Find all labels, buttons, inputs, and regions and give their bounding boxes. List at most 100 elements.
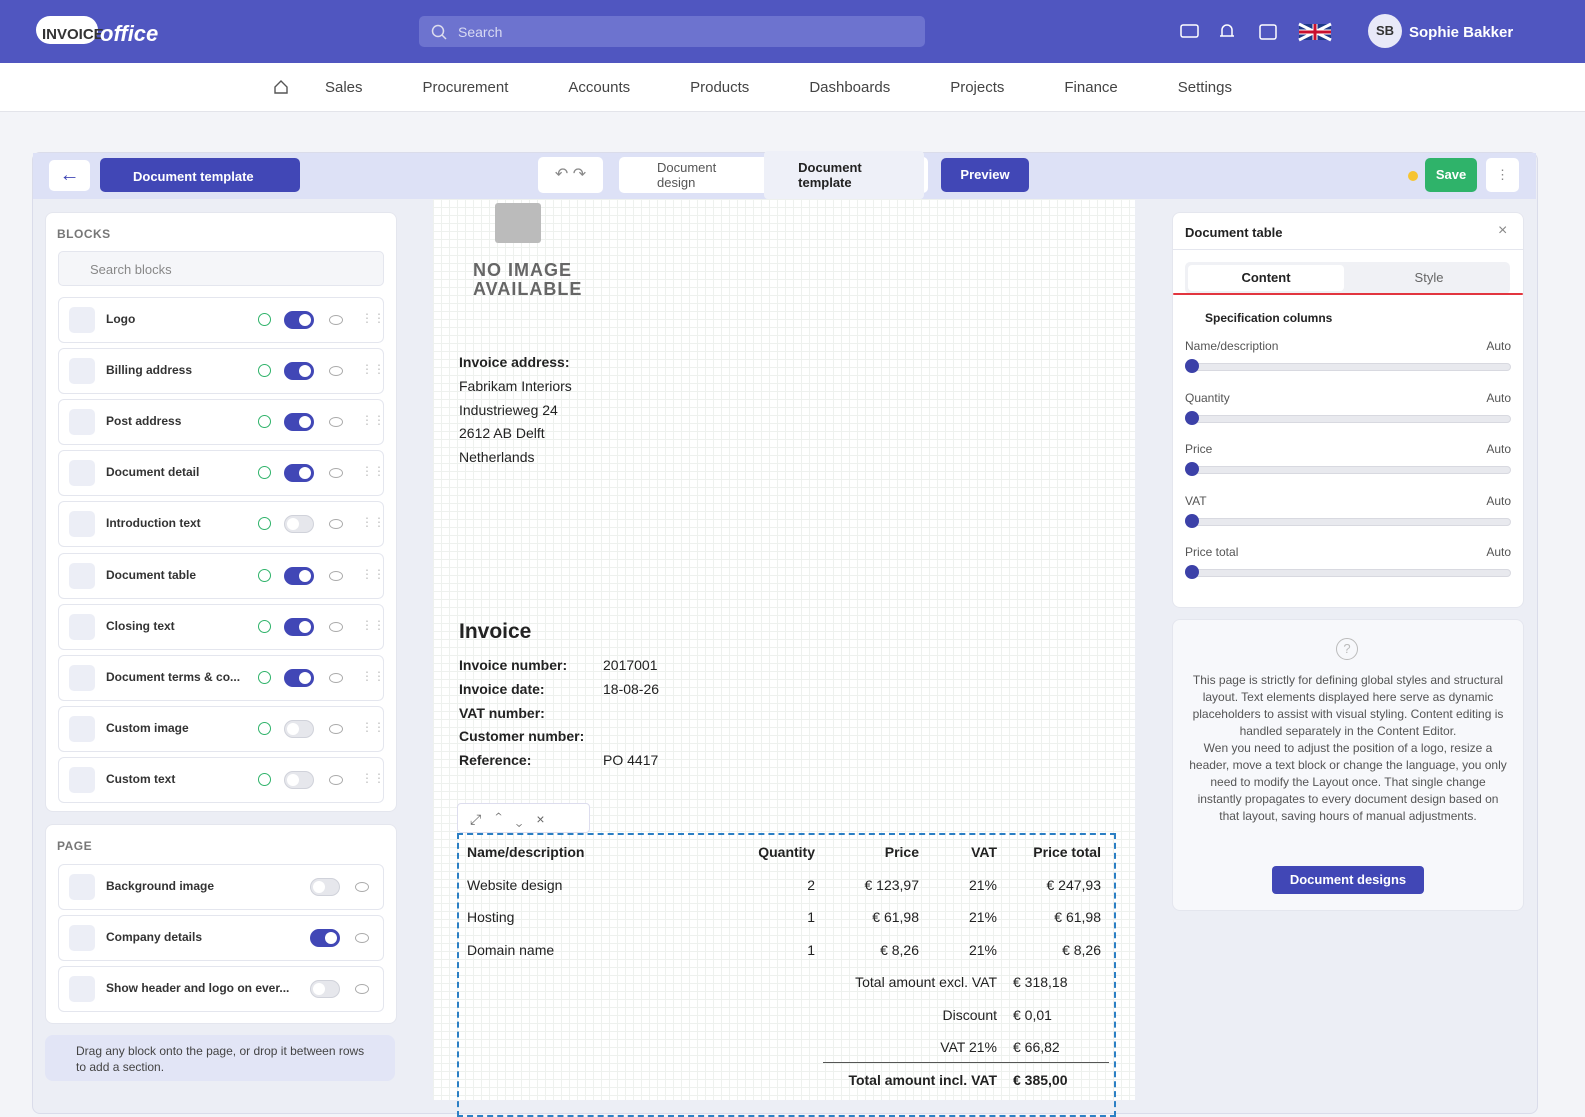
slider-track[interactable] bbox=[1187, 466, 1511, 474]
drag-handle: ⋮⋮ bbox=[361, 566, 385, 581]
tab-active[interactable]: Content bbox=[1188, 265, 1344, 291]
block-item[interactable]: Document terms & co... ⋮⋮ bbox=[58, 654, 385, 701]
toggle[interactable] bbox=[284, 770, 314, 789]
tab[interactable]: Style bbox=[1414, 270, 1444, 285]
eye-icon[interactable] bbox=[329, 621, 343, 632]
column-value: Auto bbox=[1486, 493, 1511, 508]
slider-thumb[interactable] bbox=[1185, 513, 1199, 528]
toggle[interactable] bbox=[284, 311, 314, 329]
slider-track[interactable] bbox=[1187, 569, 1511, 577]
help-text: This page is strictly for defining globa… bbox=[1187, 672, 1509, 825]
toggle[interactable] bbox=[310, 980, 340, 998]
view-tabs: Document design Document template bbox=[619, 151, 928, 199]
slider-track[interactable] bbox=[1187, 517, 1511, 526]
address-line: Netherlands bbox=[459, 449, 535, 466]
toggle[interactable] bbox=[310, 878, 340, 896]
eye-icon[interactable] bbox=[329, 672, 343, 683]
toggle[interactable] bbox=[284, 515, 314, 534]
table-cell: € 247,93 bbox=[1046, 877, 1102, 893]
more-button[interactable]: ⋮ bbox=[1486, 158, 1519, 192]
block-item[interactable]: Post address ⋮⋮ bbox=[58, 399, 385, 446]
block-icon bbox=[69, 925, 95, 951]
nav-item[interactable]: Settings bbox=[1177, 79, 1232, 96]
table-header: Name/description bbox=[467, 844, 585, 860]
eye-icon[interactable] bbox=[329, 570, 343, 581]
block-label: Post address bbox=[106, 414, 182, 429]
table-header: Price bbox=[884, 844, 919, 860]
block-item[interactable]: Show header and logo on ever... bbox=[58, 966, 384, 1012]
designs-button[interactable]: Document designs bbox=[1272, 866, 1424, 894]
eye-icon[interactable] bbox=[329, 366, 343, 377]
slider-track[interactable] bbox=[1187, 363, 1511, 371]
nav-item[interactable]: Projects bbox=[950, 79, 1005, 96]
eye-icon[interactable] bbox=[329, 774, 343, 785]
view-tab[interactable]: Document template bbox=[764, 151, 924, 199]
eye-icon[interactable] bbox=[329, 468, 343, 479]
undo-redo[interactable]: ↶ ↷ bbox=[538, 157, 603, 193]
search-box[interactable]: Search bbox=[419, 16, 925, 47]
block-label: Logo bbox=[106, 312, 136, 326]
eye-icon[interactable] bbox=[329, 417, 343, 428]
eye-icon[interactable] bbox=[355, 882, 369, 892]
column-name: Quantity bbox=[1185, 390, 1230, 405]
template-button[interactable]: Document template bbox=[100, 158, 300, 192]
block-icon bbox=[69, 715, 95, 742]
user-name[interactable]: Sophie Bakker bbox=[1409, 24, 1514, 41]
block-search[interactable]: Search blocks bbox=[58, 251, 384, 286]
block-item[interactable]: Document table ⋮⋮ bbox=[58, 552, 385, 599]
nav-menu: Sales Procurement Accounts Products Dashboar… bbox=[307, 79, 1274, 96]
toggle[interactable] bbox=[284, 668, 314, 687]
toggle[interactable] bbox=[284, 413, 314, 432]
preview-button[interactable]: Preview bbox=[941, 158, 1029, 192]
block-item[interactable]: Logo ⋮⋮ bbox=[58, 297, 385, 343]
eye-icon[interactable] bbox=[355, 933, 369, 943]
slider-thumb[interactable] bbox=[1185, 359, 1199, 373]
block-item[interactable]: Company details bbox=[58, 915, 384, 961]
view-tab[interactable]: Document design bbox=[657, 160, 717, 190]
block-item[interactable]: Document detail ⋮⋮ bbox=[58, 450, 385, 497]
drag-handle: ⋮⋮ bbox=[361, 362, 385, 377]
block-item[interactable]: Billing address ⋮⋮ bbox=[58, 348, 385, 395]
column-name: Price total bbox=[1185, 545, 1239, 559]
block-item[interactable]: Closing text ⋮⋮ bbox=[58, 603, 385, 650]
hint-text: Drag any block onto the page, or drop it… bbox=[76, 1044, 365, 1074]
eye-icon[interactable] bbox=[329, 315, 343, 325]
avatar[interactable]: SB bbox=[1368, 14, 1402, 48]
nav-item[interactable]: Accounts bbox=[568, 79, 631, 96]
help-paragraph: Wen you need to adjust the position of a… bbox=[1189, 741, 1507, 823]
block-item[interactable]: Custom text ⋮⋮ bbox=[58, 756, 385, 803]
toolbar: ← Document template ↶ ↷ Document design D… bbox=[33, 151, 1536, 199]
toggle[interactable] bbox=[284, 617, 314, 636]
slider-thumb[interactable] bbox=[1185, 462, 1199, 476]
eye-icon[interactable] bbox=[355, 984, 369, 994]
eye-icon[interactable] bbox=[329, 519, 343, 530]
toggle[interactable] bbox=[310, 929, 340, 947]
total-label: Total amount excl. VAT bbox=[855, 974, 997, 990]
slider-track[interactable] bbox=[1187, 414, 1511, 423]
toggle[interactable] bbox=[284, 362, 314, 381]
block-item[interactable]: Background image bbox=[58, 864, 384, 910]
slider-thumb[interactable] bbox=[1185, 565, 1199, 579]
nav-item[interactable]: Products bbox=[690, 79, 750, 96]
drag-handle: ⋮⋮ bbox=[361, 668, 385, 683]
tab-underline bbox=[1173, 293, 1523, 295]
nav-item[interactable]: Sales bbox=[325, 79, 363, 96]
toggle[interactable] bbox=[284, 464, 314, 483]
nav-item[interactable]: Dashboards bbox=[809, 79, 891, 96]
toggle[interactable] bbox=[284, 566, 314, 585]
table-cell: € 123,97 bbox=[864, 877, 920, 893]
back-button[interactable]: ← bbox=[49, 160, 90, 191]
eye-icon[interactable] bbox=[329, 723, 343, 734]
detail-value: 18-08-26 bbox=[603, 680, 660, 697]
close-button[interactable]: × bbox=[1498, 222, 1508, 239]
hint: Drag any block onto the page, or drop it… bbox=[45, 1035, 395, 1081]
nav-item[interactable]: Finance bbox=[1064, 79, 1118, 96]
nav-item[interactable]: Procurement bbox=[422, 79, 509, 96]
slider-thumb[interactable] bbox=[1185, 410, 1199, 425]
block-item[interactable]: Introduction text ⋮⋮ bbox=[58, 501, 385, 548]
home-icon[interactable] bbox=[273, 79, 289, 95]
save-button[interactable]: Save bbox=[1425, 158, 1477, 192]
block-label: Custom image bbox=[106, 720, 189, 735]
toggle[interactable] bbox=[284, 719, 314, 738]
block-item[interactable]: Custom image ⋮⋮ bbox=[58, 705, 385, 752]
